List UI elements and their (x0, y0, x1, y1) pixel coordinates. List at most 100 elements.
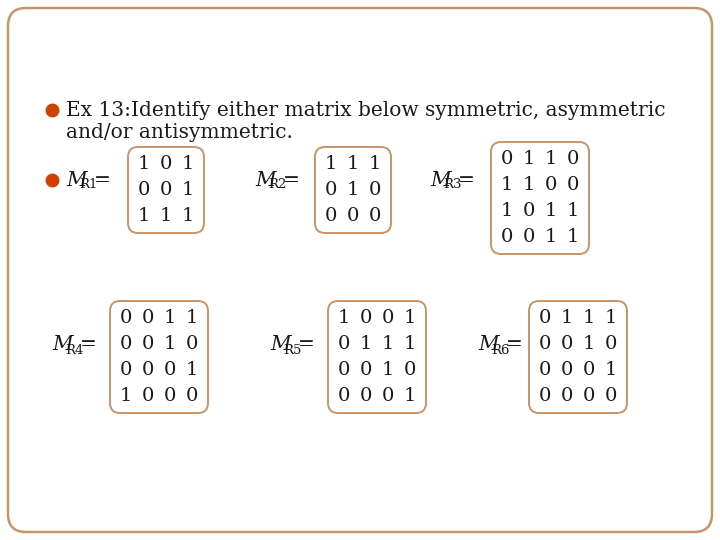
Text: 1: 1 (164, 335, 176, 353)
Text: 0: 0 (347, 207, 359, 225)
Text: 0: 0 (338, 387, 350, 405)
Text: 0: 0 (582, 387, 595, 405)
Text: 1: 1 (404, 387, 416, 405)
Text: 0: 0 (186, 387, 198, 405)
Text: 0: 0 (561, 335, 573, 353)
Text: 1: 1 (605, 361, 617, 379)
Text: 0: 0 (325, 181, 337, 199)
Text: 0: 0 (605, 335, 617, 353)
Text: 0: 0 (360, 387, 372, 405)
Text: 0: 0 (360, 361, 372, 379)
Text: M: M (255, 171, 276, 190)
Text: 1: 1 (561, 309, 573, 327)
FancyBboxPatch shape (315, 147, 391, 233)
Text: 1: 1 (186, 361, 198, 379)
Text: 0: 0 (539, 387, 552, 405)
Text: 1: 1 (186, 309, 198, 327)
Text: 1: 1 (545, 228, 557, 246)
Text: R2: R2 (268, 179, 287, 192)
Text: 1: 1 (347, 155, 359, 173)
Text: 0: 0 (142, 309, 154, 327)
Text: 0: 0 (164, 387, 176, 405)
Text: 0: 0 (369, 207, 381, 225)
Text: =: = (458, 171, 475, 190)
Text: 0: 0 (369, 181, 381, 199)
Text: 1: 1 (160, 207, 172, 225)
Text: and/or antisymmetric.: and/or antisymmetric. (66, 123, 293, 141)
Text: 1: 1 (382, 335, 394, 353)
Text: 1: 1 (138, 207, 150, 225)
Text: 1: 1 (404, 335, 416, 353)
Text: 0: 0 (605, 387, 617, 405)
Text: 1: 1 (182, 181, 194, 199)
Text: R5: R5 (283, 343, 302, 356)
Text: 1: 1 (325, 155, 337, 173)
Text: 0: 0 (142, 361, 154, 379)
Text: 1: 1 (338, 309, 350, 327)
Text: 1: 1 (182, 155, 194, 173)
Text: 0: 0 (539, 361, 552, 379)
Text: 0: 0 (325, 207, 337, 225)
Text: 0: 0 (338, 335, 350, 353)
Text: 0: 0 (567, 176, 579, 194)
Text: 1: 1 (382, 361, 394, 379)
FancyBboxPatch shape (328, 301, 426, 413)
FancyBboxPatch shape (491, 142, 589, 254)
FancyBboxPatch shape (110, 301, 208, 413)
Text: R1: R1 (79, 179, 97, 192)
Text: 0: 0 (382, 309, 394, 327)
Text: 0: 0 (561, 361, 573, 379)
Text: 0: 0 (523, 202, 535, 220)
Text: =: = (94, 171, 111, 190)
Text: 1: 1 (545, 150, 557, 168)
Text: 1: 1 (545, 202, 557, 220)
Text: 1: 1 (567, 202, 579, 220)
Text: 0: 0 (186, 335, 198, 353)
Text: 0: 0 (404, 361, 416, 379)
Text: 1: 1 (501, 176, 513, 194)
Text: 0: 0 (164, 361, 176, 379)
Text: 0: 0 (142, 387, 154, 405)
Text: 1: 1 (347, 181, 359, 199)
Text: M: M (478, 335, 499, 354)
Text: 1: 1 (523, 176, 535, 194)
Text: 0: 0 (120, 335, 132, 353)
Text: 0: 0 (561, 387, 573, 405)
Text: 0: 0 (545, 176, 557, 194)
Text: R3: R3 (443, 179, 462, 192)
Text: 0: 0 (582, 361, 595, 379)
Text: 1: 1 (582, 309, 595, 327)
Text: 1: 1 (523, 150, 535, 168)
Text: 1: 1 (582, 335, 595, 353)
Text: 1: 1 (138, 155, 150, 173)
FancyBboxPatch shape (128, 147, 204, 233)
Text: 0: 0 (539, 309, 552, 327)
Text: =: = (298, 335, 315, 354)
Text: M: M (52, 335, 73, 354)
Text: 0: 0 (360, 309, 372, 327)
Text: 0: 0 (501, 150, 513, 168)
Text: 0: 0 (160, 155, 172, 173)
Text: =: = (80, 335, 97, 354)
Text: 0: 0 (138, 181, 150, 199)
Text: 0: 0 (539, 335, 552, 353)
Text: 1: 1 (567, 228, 579, 246)
Text: 0: 0 (523, 228, 535, 246)
Text: 1: 1 (182, 207, 194, 225)
Text: =: = (283, 171, 300, 190)
Text: Ex 13:Identify either matrix below symmetric, asymmetric: Ex 13:Identify either matrix below symme… (66, 100, 665, 119)
Text: 0: 0 (142, 335, 154, 353)
Text: 0: 0 (501, 228, 513, 246)
Text: 1: 1 (501, 202, 513, 220)
Text: 1: 1 (164, 309, 176, 327)
Text: 1: 1 (404, 309, 416, 327)
Text: 0: 0 (382, 387, 394, 405)
Text: 0: 0 (338, 361, 350, 379)
Text: 1: 1 (369, 155, 381, 173)
Text: 0: 0 (567, 150, 579, 168)
Text: M: M (430, 171, 451, 190)
Text: M: M (66, 171, 86, 190)
Text: R4: R4 (65, 343, 84, 356)
FancyBboxPatch shape (8, 8, 712, 532)
FancyBboxPatch shape (529, 301, 627, 413)
